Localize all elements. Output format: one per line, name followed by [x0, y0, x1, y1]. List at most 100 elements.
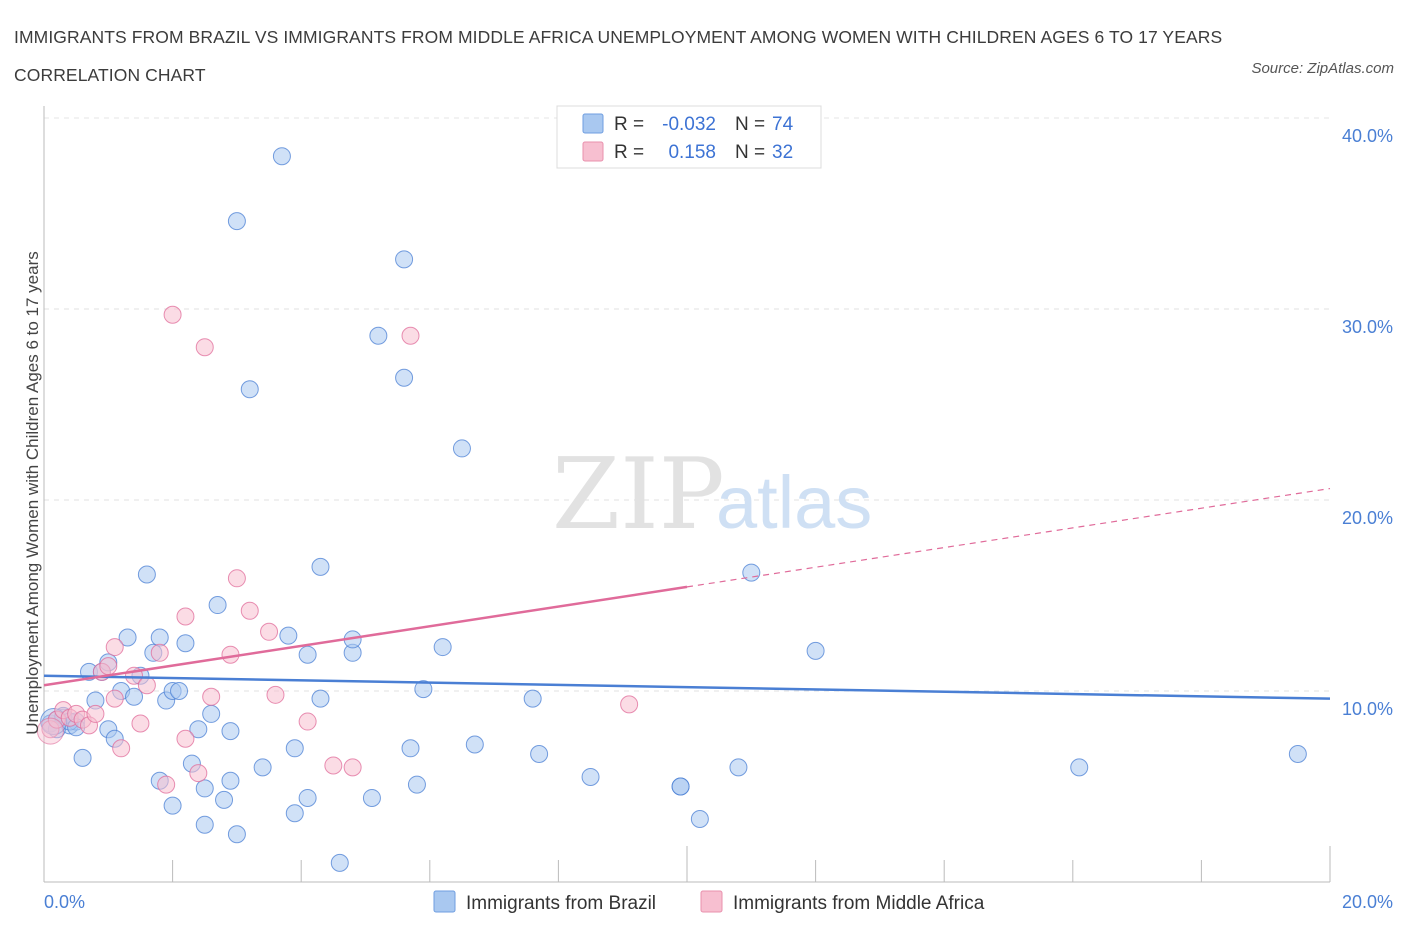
middle-africa-point [266, 685, 285, 704]
middle-africa-point [163, 305, 182, 324]
brazil-point [285, 739, 304, 758]
watermark-zip: ZIP [552, 438, 725, 552]
brazil-point [170, 682, 189, 700]
brazil-point [163, 796, 182, 815]
brazil-point [298, 645, 317, 664]
x-tick-label-min: 0.0% [44, 892, 85, 912]
watermark-atlas: atlas [716, 461, 872, 544]
middle-africa-point [150, 643, 169, 662]
middle-africa-point [324, 756, 343, 775]
brazil-point [414, 680, 433, 699]
middle-africa-point [227, 569, 246, 588]
brazil-point [221, 722, 240, 741]
source-label: Source: ZipAtlas.com [1251, 60, 1394, 77]
series-middle-africa [36, 305, 639, 794]
watermark: ZIP atlas [552, 438, 872, 552]
brazil-point [465, 735, 484, 754]
middle-africa-point [260, 622, 279, 641]
brazil-point [272, 147, 291, 166]
brazil-point [208, 596, 227, 615]
y-tick-label: 30.0% [1342, 317, 1393, 337]
brazil-point [395, 368, 414, 387]
legend-bottom-label-middle-africa: Immigrants from Middle Africa [733, 893, 985, 914]
brazil-point [176, 634, 195, 653]
legend-bottom-label-brazil: Immigrants from Brazil [466, 893, 656, 914]
x-tick-label-max: 20.0% [1342, 892, 1393, 912]
brazil-point [407, 775, 426, 794]
middle-africa-point [189, 764, 208, 783]
brazil-point [433, 638, 452, 657]
grid [44, 117, 1330, 692]
middle-africa-point [131, 714, 150, 733]
chart-title: IMMIGRANTS FROM BRAZIL VS IMMIGRANTS FRO… [14, 27, 1223, 85]
legend-swatch-brazil [582, 113, 604, 134]
legend-top: R = -0.032 N = 74 R = 0.158 N = 32 [556, 105, 822, 169]
brazil-point [73, 748, 92, 767]
brazil-point [227, 212, 246, 231]
axes [43, 106, 1331, 883]
y-tick-label: 20.0% [1342, 508, 1393, 528]
brazil-point [298, 788, 317, 807]
trend-line-brazil [43, 674, 1331, 700]
trend-lines [43, 487, 1331, 700]
middle-africa-point [99, 657, 118, 676]
legend-n-label-brazil: N = [735, 114, 765, 135]
y-tick-label: 40.0% [1342, 126, 1393, 146]
brazil-point [330, 853, 349, 872]
middle-africa-point [112, 739, 131, 758]
brazil-point [690, 809, 709, 828]
middle-africa-point [620, 695, 639, 714]
brazil-point [215, 790, 234, 809]
brazil-point [202, 704, 221, 723]
brazil-point [523, 689, 542, 708]
middle-africa-point [105, 689, 124, 708]
brazil-point [221, 771, 240, 790]
middle-africa-point [343, 758, 362, 777]
brazil-point [395, 250, 414, 269]
brazil-point [1288, 745, 1307, 764]
brazil-point [401, 739, 420, 758]
middle-africa-point [176, 729, 195, 748]
legend-swatch-middle-africa [582, 141, 604, 162]
brazil-point [118, 628, 137, 647]
brazil-point [150, 628, 169, 647]
legend-n-value-brazil: 74 [772, 114, 794, 135]
brazil-point [806, 641, 825, 660]
middle-africa-point [240, 601, 259, 620]
brazil-point [581, 767, 600, 786]
brazil-point [452, 439, 471, 458]
brazil-point [369, 326, 388, 345]
brazil-point [137, 565, 156, 584]
legend-r-label-middle-africa: R = [614, 142, 644, 163]
y-tick-label: 10.0% [1342, 699, 1393, 719]
brazil-point [195, 815, 214, 834]
middle-africa-point [298, 712, 317, 731]
middle-africa-point [176, 607, 195, 626]
legend-r-value-middle-africa: 0.158 [668, 142, 716, 163]
brazil-point [125, 687, 144, 706]
brazil-point [311, 557, 330, 576]
legend-n-value-middle-africa: 32 [772, 142, 793, 163]
middle-africa-point [86, 704, 105, 723]
brazil-point [530, 745, 549, 764]
middle-africa-point [105, 638, 124, 657]
middle-africa-point [202, 687, 221, 706]
middle-africa-point [137, 676, 156, 695]
brazil-point [671, 777, 690, 796]
legend-r-value-brazil: -0.032 [662, 114, 716, 135]
y-tick-labels: 10.0% 20.0% 30.0% 40.0% [1342, 126, 1393, 719]
brazil-point [311, 689, 330, 708]
brazil-point [362, 788, 381, 807]
trend-line-middle-africa-dashed [686, 487, 1331, 588]
legend-n-label-middle-africa: N = [735, 142, 765, 163]
legend-bottom-swatch-brazil [433, 890, 456, 913]
middle-africa-point [401, 326, 420, 345]
legend-bottom: Immigrants from Brazil Immigrants from M… [433, 890, 985, 914]
trend-line-middle-africa-solid [43, 585, 688, 687]
brazil-point [240, 380, 259, 399]
brazil-point [227, 825, 246, 844]
legend-r-label-brazil: R = [614, 114, 644, 135]
middle-africa-point-cluster [36, 717, 64, 745]
brazil-point [279, 626, 298, 645]
